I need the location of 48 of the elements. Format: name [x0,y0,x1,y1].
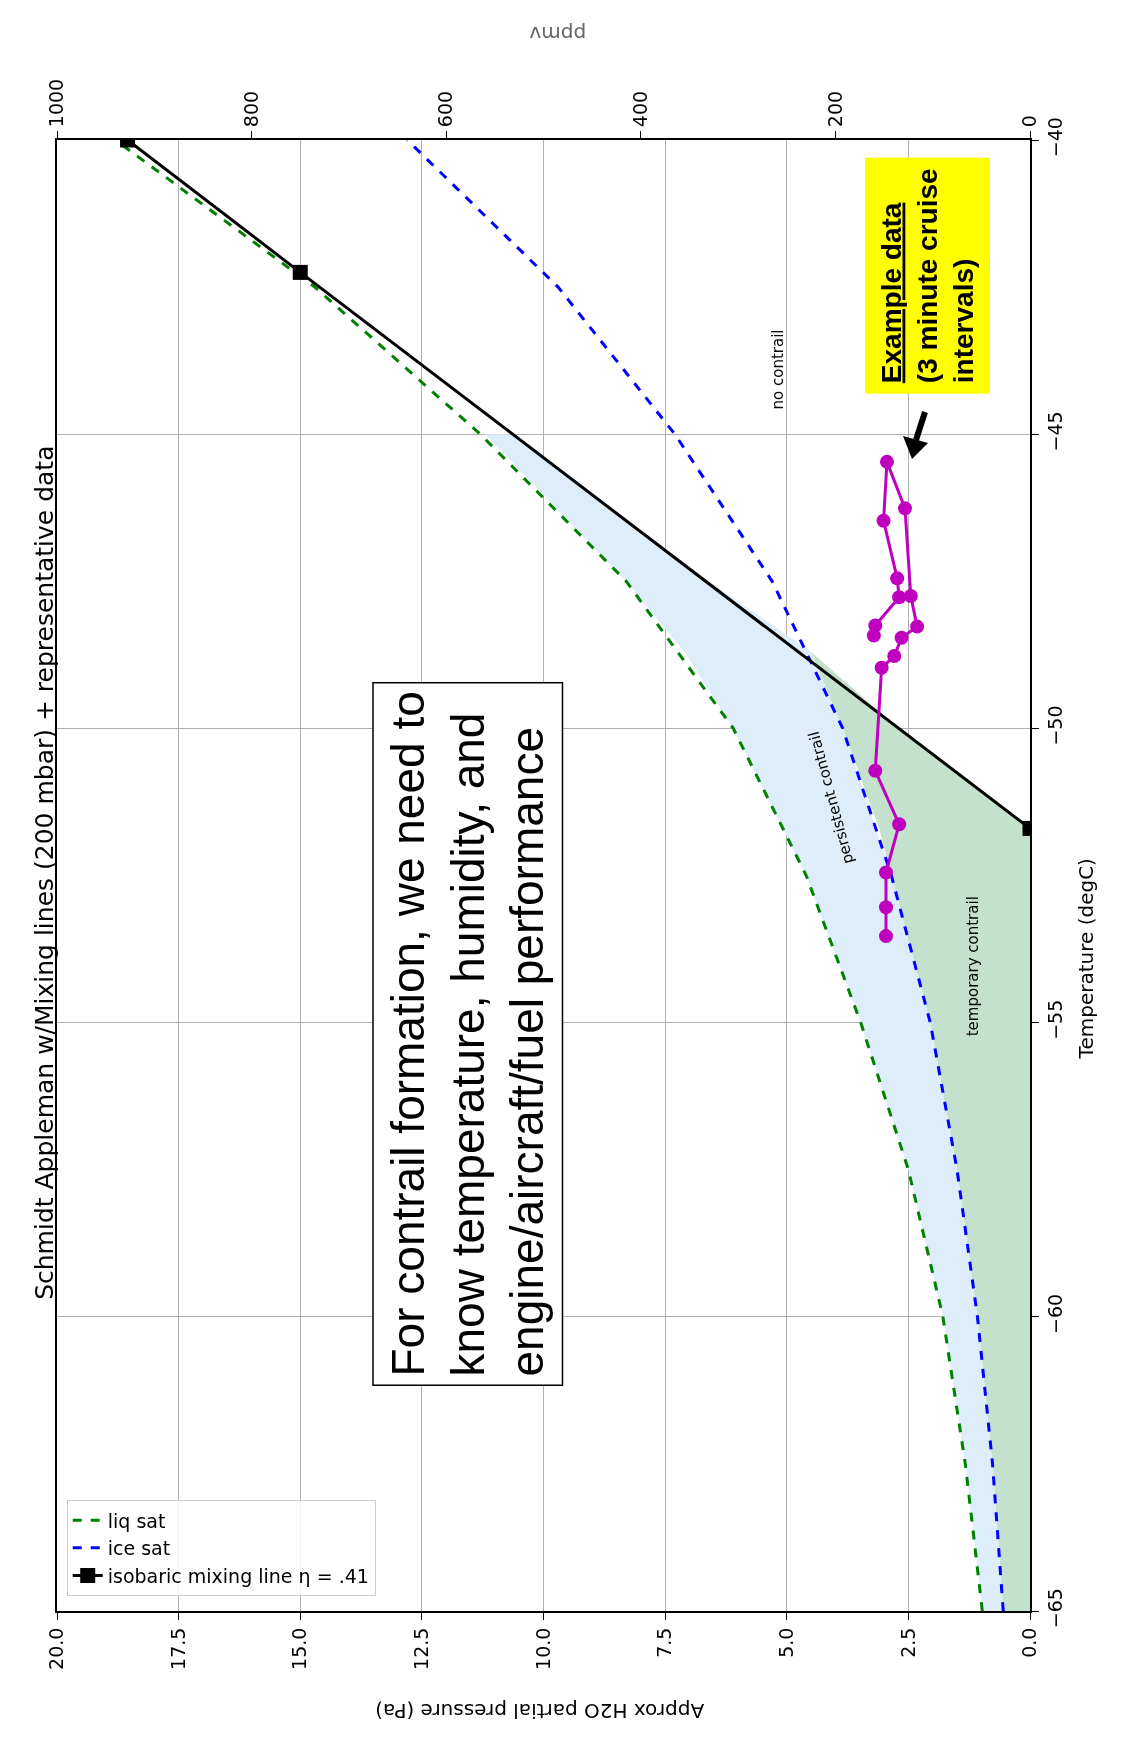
annotation: no contrail [768,329,787,410]
point [910,619,925,634]
x2-tick-label: 1000 [45,78,68,128]
x-tick-label: 12.5 [410,1627,433,1670]
x-tick-label: 7.5 [653,1627,676,1658]
point [894,630,909,645]
x2-tick-label: 600 [434,90,457,128]
point [897,501,912,516]
x-tick-label: 5.0 [774,1627,797,1658]
point [874,660,889,675]
point [879,865,893,880]
text: Schmidt Appleman w/Mixing lines (200 mbar) + representative data [29,445,59,1300]
point [879,900,893,915]
x-tick-label: 20.0 [45,1627,68,1670]
point [868,763,883,778]
annotation: Example data (3 minute cruise intervals) [875,168,980,384]
annotation: temporary contrail [963,896,982,1037]
x-tick-label: 2.5 [896,1627,919,1658]
y-tick-label: −50 [1043,705,1066,746]
legend-label: ice sat [107,1537,171,1560]
y-tick-label: −60 [1043,1293,1066,1334]
x2-tick-label: 400 [628,90,651,128]
x2-tick-label: 200 [823,90,846,128]
y-tick-label: −45 [1043,411,1066,452]
annotation: For contrail formation, we need to know temperature, humidity, and engine/aircraft/fuel performance [381,691,554,1377]
y-tick-label: −65 [1043,1588,1066,1629]
point [879,929,893,944]
x-tick-label: 15.0 [288,1627,311,1670]
point [892,817,907,832]
x-tick-label: 10.0 [531,1627,554,1670]
y-tick-label: −55 [1043,999,1066,1040]
legend-label: liq sat [107,1509,166,1532]
x2-axis-title: ppmv [529,21,587,46]
point [892,590,907,605]
point [903,589,918,603]
point [879,454,894,469]
legend-label: isobaric mixing line η = .41 [107,1564,369,1587]
y-axis-title: Temperature (degC) [1073,858,1098,1060]
point [887,649,902,664]
x2-tick-label: 0 [1018,115,1041,128]
x2-tick-label: 800 [239,90,262,128]
point [876,513,891,528]
point [890,571,905,586]
x-tick-label: 17.5 [166,1627,189,1670]
y-tick-label: −40 [1043,117,1066,158]
point [866,628,881,643]
x-tick-label: 0.0 [1018,1627,1041,1658]
x-axis-title: Approx H2O partial pressure (Pa) [375,1698,705,1723]
